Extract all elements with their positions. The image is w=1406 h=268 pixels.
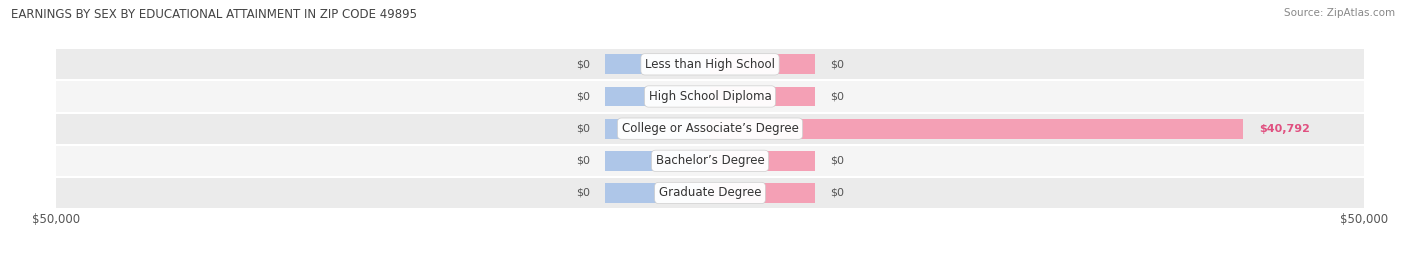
Text: $0: $0 — [575, 91, 589, 102]
Bar — [606, 87, 710, 106]
Bar — [56, 80, 1364, 113]
Text: $0: $0 — [831, 188, 845, 198]
Bar — [710, 119, 1243, 139]
Bar — [56, 177, 1364, 209]
Text: $40,792: $40,792 — [1260, 124, 1310, 134]
Text: $0: $0 — [831, 91, 845, 102]
Bar — [606, 54, 710, 74]
Bar — [606, 119, 710, 139]
Text: $0: $0 — [575, 188, 589, 198]
Bar — [606, 183, 710, 203]
Text: $0: $0 — [831, 156, 845, 166]
Bar — [710, 54, 814, 74]
Text: Less than High School: Less than High School — [645, 58, 775, 71]
Bar — [710, 183, 814, 203]
Bar — [56, 113, 1364, 145]
Text: $0: $0 — [575, 124, 589, 134]
Text: $0: $0 — [575, 156, 589, 166]
Text: Bachelor’s Degree: Bachelor’s Degree — [655, 154, 765, 167]
Bar — [606, 151, 710, 171]
Bar — [56, 145, 1364, 177]
Text: Graduate Degree: Graduate Degree — [659, 187, 761, 199]
Text: High School Diploma: High School Diploma — [648, 90, 772, 103]
Text: $0: $0 — [831, 59, 845, 69]
Text: EARNINGS BY SEX BY EDUCATIONAL ATTAINMENT IN ZIP CODE 49895: EARNINGS BY SEX BY EDUCATIONAL ATTAINMEN… — [11, 8, 418, 21]
Bar — [56, 48, 1364, 80]
Bar — [710, 87, 814, 106]
Text: College or Associate’s Degree: College or Associate’s Degree — [621, 122, 799, 135]
Bar — [710, 151, 814, 171]
Text: Source: ZipAtlas.com: Source: ZipAtlas.com — [1284, 8, 1395, 18]
Text: $0: $0 — [575, 59, 589, 69]
